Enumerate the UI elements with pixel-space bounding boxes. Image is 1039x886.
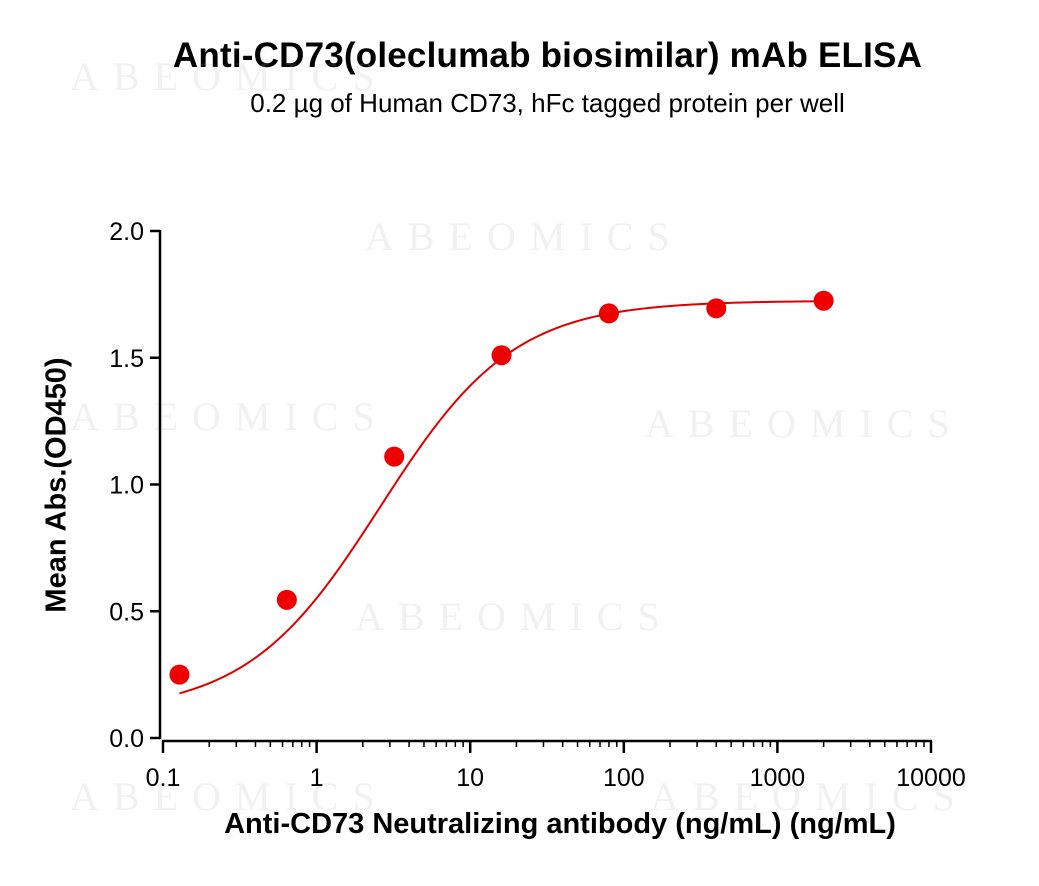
axes-layer: 0.0 0.5 1.0 1.5 2.0 0.1 1 10 100 1000 10000 [109,218,966,792]
data-point [384,446,405,467]
watermark-text: ABEOMICS [650,774,969,819]
watermark-text: ABEOMICS [70,394,389,439]
x-tick-label: 1 [310,764,324,792]
data-point [813,290,834,311]
data-point [169,664,190,685]
x-tick-label: 100 [603,764,645,792]
y-tick-label: 1.0 [109,472,144,500]
watermark-text: ABEOMICS [365,214,684,259]
data-point [276,589,297,610]
watermark-text: ABEOMICS [70,54,389,99]
x-axis-label: Anti-CD73 Neutralizing antibody (ng/mL) … [224,808,896,840]
chart-title: Anti-CD73(oleclumab biosimilar) mAb ELIS… [172,36,923,75]
watermark-text: ABEOMICS [70,774,389,819]
points-layer [169,290,834,685]
y-axis-label: Mean Abs.(OD450) [40,357,73,613]
y-tick-label: 0.0 [109,725,144,753]
data-point [491,345,512,366]
watermark-layer: ABEOMICS ABEOMICS ABEOMICS ABEOMICS ABEOMICS… [70,54,969,819]
y-tick-label: 1.5 [109,345,144,373]
chart-subtitle: 0.2 µg of Human CD73, hFc tagged protein… [250,88,845,118]
watermark-text: ABEOMICS [645,401,964,446]
y-tick-label: 0.5 [109,598,144,626]
watermark-text: ABEOMICS [355,594,674,639]
data-point [598,303,619,324]
x-tick-label: 10000 [896,764,966,792]
data-point [706,298,727,319]
x-tick-label: 10 [456,764,484,792]
x-tick-label: 0.1 [146,764,181,792]
x-tick-label: 1000 [750,764,806,792]
y-tick-label: 2.0 [109,218,144,246]
